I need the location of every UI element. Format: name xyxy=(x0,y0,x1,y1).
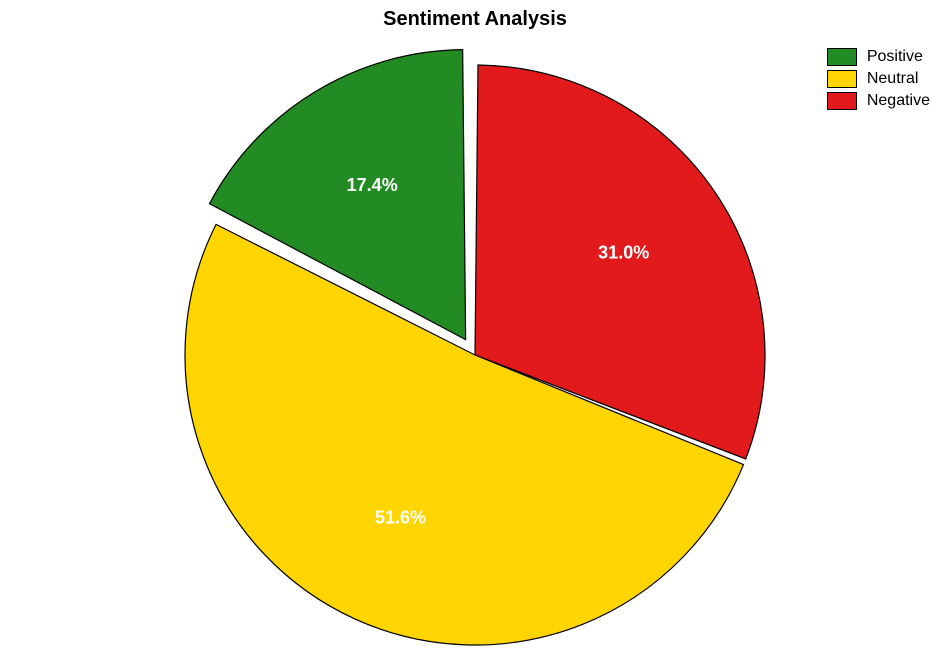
legend-item: Neutral xyxy=(827,70,930,88)
legend-swatch-negative xyxy=(827,92,857,110)
pie-slice-label-negative: 31.0% xyxy=(598,243,649,263)
pie-chart: 31.0% 51.6% 17.4% xyxy=(0,0,950,662)
legend-label: Positive xyxy=(867,48,923,66)
pie-slice-label-neutral: 51.6% xyxy=(375,507,426,527)
legend: Positive Neutral Negative xyxy=(827,48,930,114)
legend-label: Negative xyxy=(867,92,930,110)
pie-slice-label-positive: 17.4% xyxy=(347,175,398,195)
legend-swatch-neutral xyxy=(827,70,857,88)
legend-label: Neutral xyxy=(867,70,919,88)
legend-item: Negative xyxy=(827,92,930,110)
legend-item: Positive xyxy=(827,48,930,66)
legend-swatch-positive xyxy=(827,48,857,66)
